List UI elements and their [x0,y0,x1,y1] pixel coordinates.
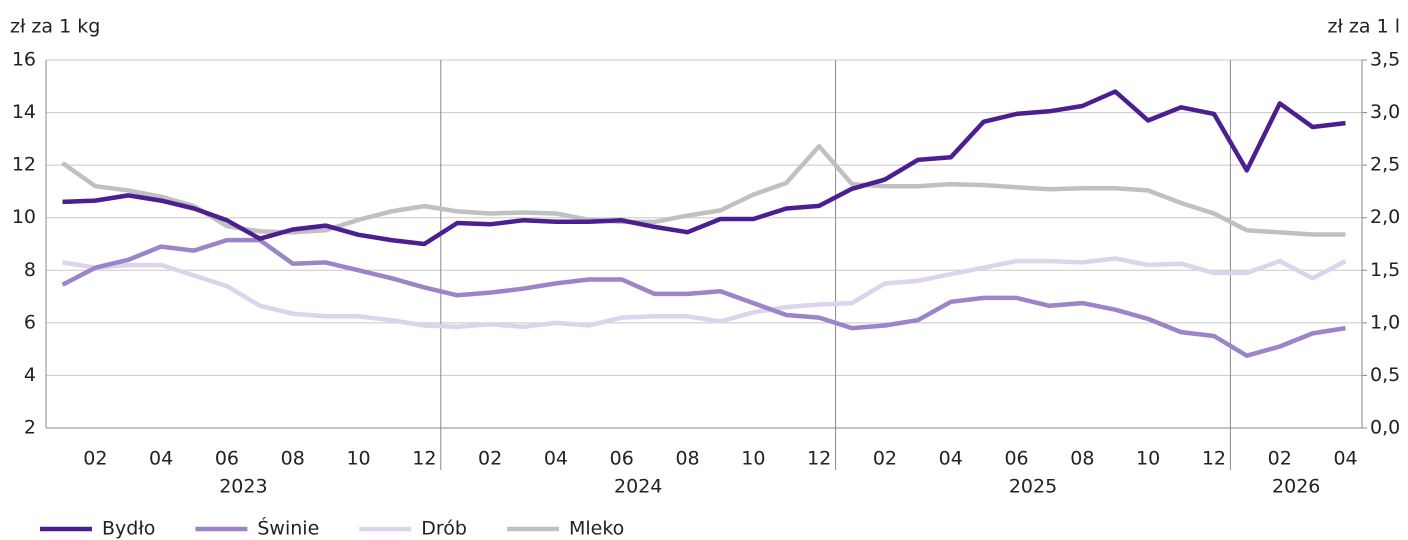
y2-tick-label: 1,0 [1370,311,1400,333]
y2-tick-label: 2,0 [1370,206,1400,228]
y-tick-label: 6 [24,311,36,333]
legend-label: Bydło [102,518,155,540]
y-tick-label: 14 [12,101,36,123]
x-tick-label: 02 [83,448,107,470]
x-group-label: 2025 [1009,476,1057,498]
y-tick-label: 8 [24,259,36,281]
x-tick-label: 06 [610,448,634,470]
series-line [61,237,1346,358]
x-tick-label: 04 [1333,448,1357,470]
x-tick-label: 10 [741,448,765,470]
x-tick-label: 08 [281,448,305,470]
x-tick-label: 02 [1268,448,1292,470]
y-tick-label: 12 [12,154,36,176]
y-tick-label: 10 [12,206,36,228]
legend-label: Mleko [569,518,624,540]
y2-tick-label: 0,0 [1370,417,1400,439]
x-group-label: 2024 [614,476,662,498]
x-tick-label: 12 [412,448,436,470]
y2-tick-label: 0,5 [1370,364,1400,386]
x-tick-label: 06 [1004,448,1028,470]
x-tick-label: 02 [478,448,502,470]
x-tick-label: 08 [675,448,699,470]
y2-tick-label: 3,5 [1370,49,1400,71]
x-tick-label: 04 [939,448,963,470]
x-tick-label: 06 [215,448,239,470]
y-tick-label: 16 [12,49,36,71]
y-tick-label: 2 [24,417,36,439]
x-tick-label: 12 [1202,448,1226,470]
x-tick-label: 10 [1136,448,1160,470]
legend-label: Świnie [257,516,319,540]
y-axis-label: zł za 1 kg [10,16,100,38]
y2-axis-label: zł za 1 l [1328,16,1400,38]
y2-tick-label: 1,5 [1370,259,1400,281]
series-line [62,89,1346,247]
x-tick-label: 08 [1070,448,1094,470]
series-line [61,143,1346,237]
y2-tick-label: 3,0 [1370,101,1400,123]
x-tick-label: 02 [873,448,897,470]
x-group-label: 2026 [1272,476,1320,498]
x-group-label: 2023 [219,476,267,498]
y2-tick-label: 2,5 [1370,154,1400,176]
series-line [62,256,1347,330]
y-tick-label: 4 [24,364,36,386]
x-tick-label: 10 [346,448,370,470]
x-tick-label: 12 [807,448,831,470]
x-tick-label: 04 [544,448,568,470]
legend-label: Drób [421,518,467,540]
x-tick-label: 04 [149,448,173,470]
